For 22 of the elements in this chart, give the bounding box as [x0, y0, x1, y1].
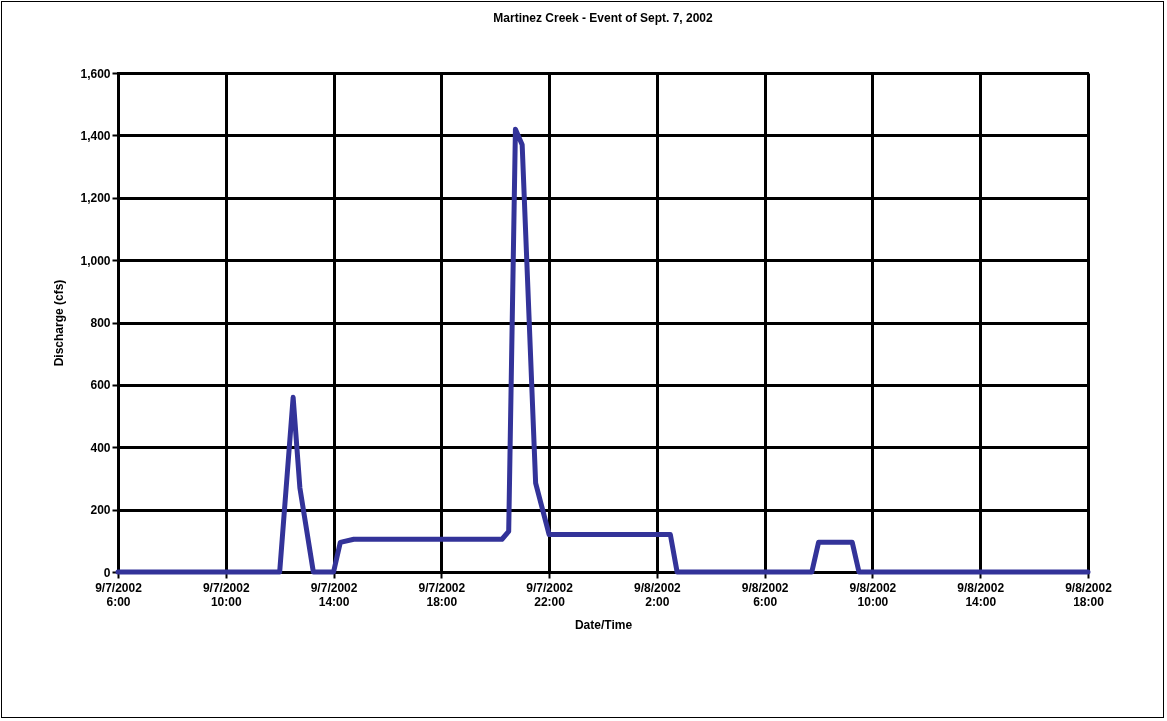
- x-tick-label: 9/7/2002 6:00: [95, 580, 143, 609]
- y-tick-label: 200: [90, 503, 111, 518]
- y-tick-label: 1,200: [80, 191, 111, 206]
- x-tick-label: 9/8/2002 10:00: [849, 580, 897, 609]
- x-tick-label: 9/7/2002 10:00: [202, 580, 250, 609]
- y-tick-label: 1,400: [80, 128, 111, 143]
- x-tick-label: 9/8/2002 6:00: [741, 580, 789, 609]
- x-axis-title: Date/Time: [574, 617, 633, 632]
- x-tick-label: 9/7/2002 22:00: [526, 580, 574, 609]
- chart-title: Martinez Creek - Event of Sept. 7, 2002: [493, 11, 714, 25]
- x-tick-label: 9/8/2002 2:00: [634, 580, 682, 609]
- y-tick-label: 1,000: [80, 253, 111, 268]
- y-tick-label: 400: [90, 440, 111, 455]
- x-tick-label: 9/7/2002 18:00: [418, 580, 466, 609]
- x-tick-label: 9/8/2002 14:00: [957, 580, 1005, 609]
- y-tick-label: 1,600: [80, 66, 111, 81]
- y-tick-label: 0: [103, 565, 111, 580]
- y-tick-label: 800: [90, 316, 111, 330]
- y-axis-title: Discharge (cfs): [52, 279, 67, 367]
- y-tick-label: 600: [90, 378, 111, 393]
- x-tick-label: 9/8/2002 18:00: [1065, 580, 1113, 609]
- x-tick-label: 9/7/2002 14:00: [310, 580, 358, 609]
